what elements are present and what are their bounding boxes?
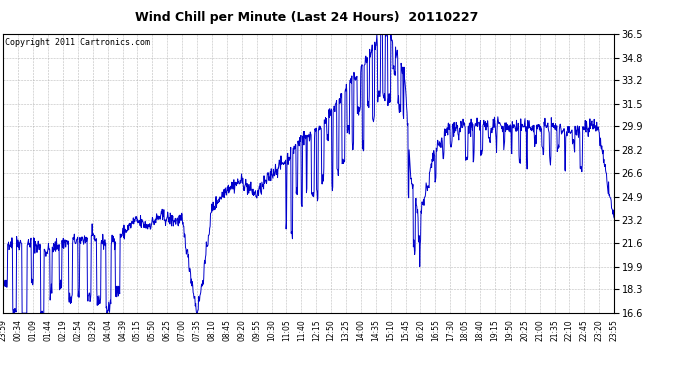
Text: Copyright 2011 Cartronics.com: Copyright 2011 Cartronics.com [5,38,150,47]
Text: Wind Chill per Minute (Last 24 Hours)  20110227: Wind Chill per Minute (Last 24 Hours) 20… [135,11,479,24]
